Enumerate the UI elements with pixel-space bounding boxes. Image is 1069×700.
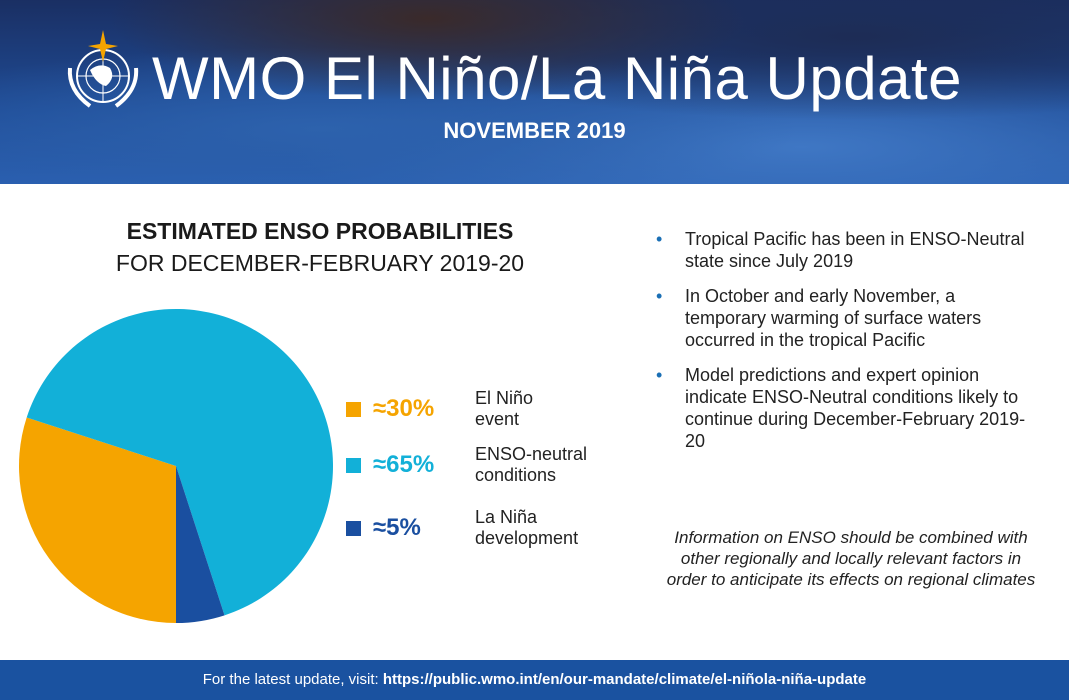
chart-title: ESTIMATED ENSO PROBABILITIES: [126, 218, 514, 244]
legend-swatch: [346, 520, 361, 536]
key-points-list: Tropical Pacific has been in ENSO-Neutra…: [656, 228, 1036, 465]
pie-slice-enso-neutral-conditions: [26, 309, 333, 616]
legend-label: El Niño event: [475, 388, 534, 429]
legend-el-nino: ≈30% El Niño event: [346, 388, 533, 430]
legend-percent: ≈5%: [373, 514, 421, 541]
pie-slice-la-ni-a-development: [176, 466, 225, 623]
legend-label: ENSO-neutral conditions: [475, 444, 588, 485]
legend-enso-neutral: ≈65% ENSO-neutral conditions: [346, 444, 587, 486]
wmo-logo-icon: [67, 30, 139, 108]
chart-subtitle: FOR DECEMBER-FEBRUARY 2019-20: [115, 250, 525, 276]
info-note: Information on ENSO should be combined w…: [666, 528, 1036, 589]
legend-percent: ≈30%: [373, 395, 435, 422]
page-title: WMO El Niño/La Niña Update: [152, 45, 962, 112]
footer-bar: For the latest update, visit: https://pu…: [0, 660, 1069, 700]
bullet-item: Tropical Pacific has been in ENSO-Neutra…: [656, 228, 1036, 272]
pie-slice-el-ni-o-event: [18, 417, 177, 623]
bullet-item: In October and early November, a tempora…: [656, 285, 1036, 351]
legend-swatch: [346, 401, 361, 417]
footer-prefix: For the latest update, visit:: [202, 671, 383, 688]
legend-la-nina: ≈5% La Niña development: [346, 507, 578, 549]
header-banner: WMO El Niño/La Niña Update NOVEMBER 2019: [0, 0, 1069, 184]
enso-pie-chart: [18, 309, 333, 623]
legend-label: La Niña development: [475, 507, 579, 548]
bullet-item: Model predictions and expert opinion ind…: [656, 364, 1036, 452]
legend-swatch: [346, 457, 361, 473]
footer-link[interactable]: https://public.wmo.int/en/our-mandate/cl…: [382, 671, 867, 688]
legend-percent: ≈65%: [373, 451, 435, 478]
page-subtitle: NOVEMBER 2019: [443, 118, 626, 143]
